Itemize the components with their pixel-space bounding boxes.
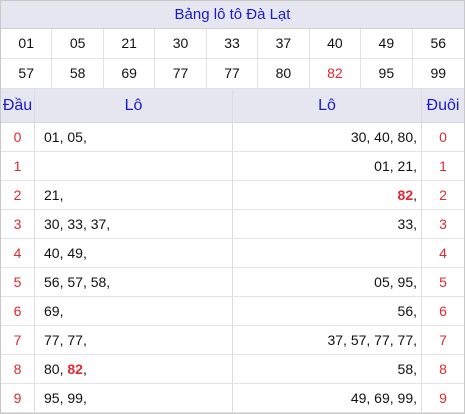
- number-cell: 49: [361, 29, 413, 59]
- lo-left-cell: 95, 99,: [44, 390, 87, 406]
- lo-left-cell: [44, 152, 229, 181]
- table-row: 1 01, 21, 1: [1, 152, 464, 181]
- lo-left-cell: 77, 77,: [44, 332, 87, 348]
- duoi-cell: 7: [439, 332, 447, 348]
- lo-left-cell: 40, 49,: [44, 245, 87, 261]
- number-cell: 80: [258, 59, 310, 89]
- lo-right-cell: 01, 21,: [374, 158, 417, 174]
- number-cell: 69: [103, 59, 156, 89]
- column-divider: [421, 89, 422, 413]
- number-cell: 77: [155, 59, 207, 89]
- lo-right-cell: [237, 239, 417, 268]
- table-row: 0 01, 05, 30, 40, 80, 0: [1, 123, 464, 152]
- table-title: Bảng lô tô Đà Lạt: [1, 1, 464, 29]
- duoi-cell: 8: [439, 361, 447, 377]
- table-row: 9 95, 99, 49, 69, 99, 9: [1, 384, 464, 413]
- number-cell: 57: [1, 59, 53, 89]
- lo-left-cell: 69,: [44, 303, 64, 319]
- table-row: 4 40, 49, 4: [1, 239, 464, 268]
- dau-cell: 0: [13, 129, 22, 145]
- number-cell: 21: [103, 29, 156, 59]
- duoi-cell: 5: [439, 274, 447, 290]
- number-cell: 95: [361, 59, 413, 89]
- number-cell: 99: [412, 59, 464, 89]
- column-divider: [232, 89, 233, 413]
- table-row: 7 77, 77, 37, 57, 77, 77, 7: [1, 326, 464, 355]
- table-row: 8 80, 82, 58, 8: [1, 355, 464, 384]
- lo-right-cell: 58,: [397, 361, 417, 377]
- lo-right-cell: 56,: [397, 303, 417, 319]
- lo-left-cell: 21,: [44, 187, 64, 203]
- number-cell: 82: [309, 59, 362, 89]
- lo-right-cell: 49, 69, 99,: [350, 390, 417, 406]
- number-cell: 33: [206, 29, 259, 59]
- lo-right-cell: 30, 40, 80,: [350, 129, 417, 145]
- dau-cell: 5: [13, 274, 22, 290]
- lo-left-cell: 56, 57, 58,: [44, 274, 111, 290]
- lo-left-cell: 30, 33, 37,: [44, 216, 111, 232]
- duoi-cell: 4: [439, 245, 447, 261]
- lo-right-cell: 37, 57, 77, 77,: [327, 332, 417, 348]
- duoi-cell: 0: [439, 129, 447, 145]
- dau-cell: 6: [13, 303, 22, 319]
- table-row: 6 69, 56, 6: [1, 297, 464, 326]
- header-lo-right: Lô: [318, 97, 336, 114]
- lo-right-cell: 33,: [397, 216, 417, 232]
- header-dau: Đầu: [2, 97, 33, 114]
- number-cell: 40: [309, 29, 362, 59]
- duoi-cell: 2: [439, 187, 447, 203]
- lo-right-cell: 05, 95,: [374, 274, 417, 290]
- lo-right-cell: 82,: [397, 187, 417, 203]
- table-row: 5 56, 57, 58, 05, 95, 5: [1, 268, 464, 297]
- table-row: 3 30, 33, 37, 33, 3: [1, 210, 464, 239]
- column-divider: [34, 89, 35, 413]
- dau-cell: 4: [13, 245, 22, 261]
- table-row: 2 21, 82, 2: [1, 181, 464, 210]
- duoi-cell: 6: [439, 303, 447, 319]
- duoi-cell: 9: [439, 390, 447, 406]
- duoi-cell: 1: [439, 158, 447, 174]
- dau-cell: 9: [13, 390, 22, 406]
- number-cell: 58: [52, 59, 104, 89]
- lo-table: Đầu Lô Lô Đuôi 0 01, 05, 30, 40, 80, 0 1 01, …: [1, 89, 464, 413]
- number-cell: 05: [52, 29, 104, 59]
- dau-cell: 7: [13, 332, 22, 348]
- lo-left-cell: 80, 82,: [44, 361, 87, 377]
- number-cell: 30: [155, 29, 207, 59]
- duoi-cell: 3: [439, 216, 447, 232]
- dau-cell: 2: [13, 187, 22, 203]
- header-duoi: Đuôi: [426, 97, 460, 114]
- dau-cell: 1: [13, 158, 22, 174]
- dau-cell: 8: [13, 361, 22, 377]
- header-lo-left: Lô: [124, 97, 143, 114]
- dau-cell: 3: [13, 216, 22, 232]
- number-cell: 01: [1, 29, 53, 59]
- number-cell: 77: [206, 59, 259, 89]
- number-cell: 37: [258, 29, 310, 59]
- numbers-grid: 01 05 21 30 33 37 40 49 56 57 58 69 77 77 80 82 95 99: [1, 29, 464, 89]
- lo-left-cell: 01, 05,: [44, 129, 87, 145]
- number-cell: 56: [412, 29, 464, 59]
